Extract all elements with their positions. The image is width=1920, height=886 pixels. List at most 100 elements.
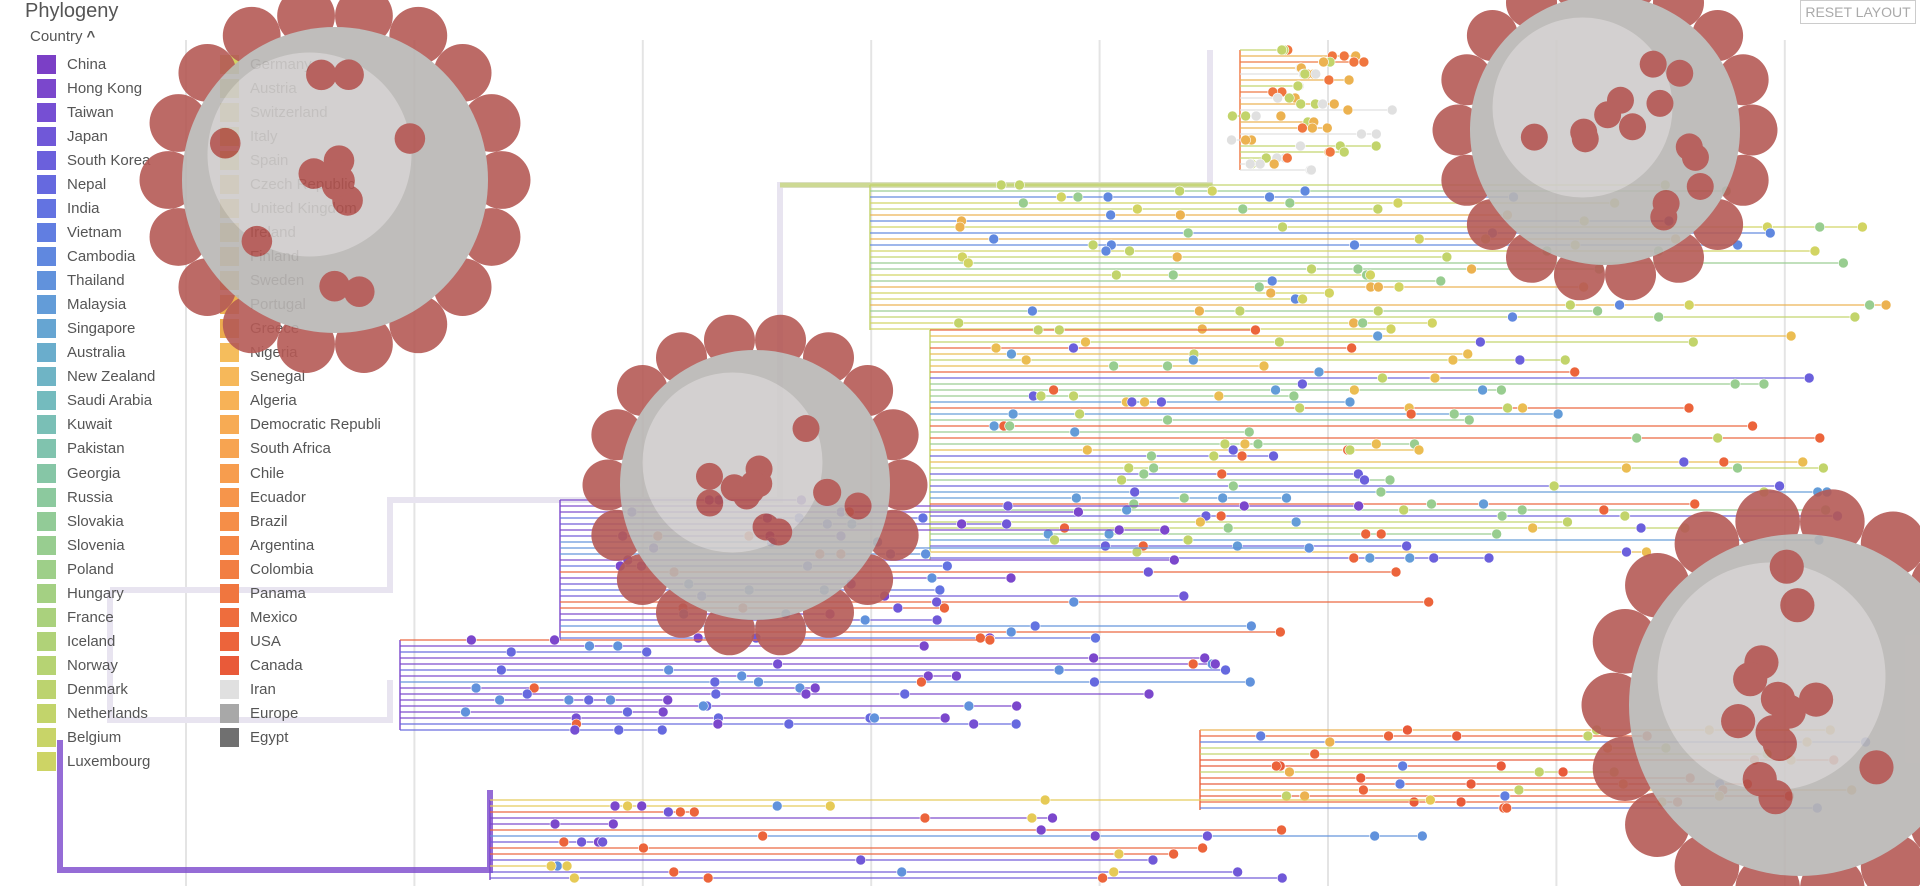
legend-item[interactable]: Spain — [220, 149, 288, 171]
legend-item[interactable]: Cambodia — [37, 245, 135, 267]
tip — [702, 872, 714, 884]
tip — [926, 572, 938, 584]
tip — [1299, 185, 1311, 197]
legend-item[interactable]: Austria — [220, 77, 297, 99]
tip — [1401, 540, 1412, 552]
legend-item[interactable]: Brazil — [220, 510, 288, 532]
legend-item[interactable]: Singapore — [37, 318, 135, 340]
legend-item[interactable]: Hong Kong — [37, 77, 142, 99]
legend-item[interactable]: Slovenia — [37, 534, 125, 556]
tip — [1026, 812, 1038, 824]
legend-item[interactable]: Greece — [220, 318, 299, 340]
legend-item[interactable]: Vietnam — [37, 221, 122, 243]
tip — [954, 221, 966, 233]
country-filter[interactable]: Country ^ — [30, 28, 95, 45]
legend-item[interactable]: Denmark — [37, 679, 128, 701]
legend-item[interactable]: South Africa — [220, 438, 331, 460]
legend-swatch — [220, 222, 239, 242]
legend-item[interactable]: Portugal — [220, 294, 306, 316]
legend-item[interactable]: Japan — [37, 125, 108, 147]
legend-item[interactable]: Thailand — [37, 270, 125, 292]
legend-item[interactable]: Netherlands — [37, 703, 148, 725]
legend-item[interactable]: Switzerland — [220, 101, 328, 123]
tip — [1501, 802, 1513, 814]
legend-item[interactable]: Chile — [220, 462, 284, 484]
legend-item[interactable]: Poland — [37, 558, 114, 580]
tip — [835, 548, 847, 560]
tip — [668, 866, 680, 878]
legend-swatch — [220, 511, 239, 531]
legend-item[interactable]: Canada — [220, 655, 303, 677]
tip — [1111, 269, 1122, 281]
legend-item[interactable]: Ecuador — [220, 486, 306, 508]
legend-item[interactable]: Ireland — [220, 221, 296, 243]
legend-item[interactable]: Egypt — [220, 727, 288, 749]
legend-item[interactable]: Mexico — [220, 606, 298, 628]
legend-item[interactable]: Europe — [220, 703, 298, 725]
legend-item[interactable]: South Korea — [37, 149, 150, 171]
tip — [1240, 110, 1251, 122]
legend-item[interactable]: Colombia — [220, 558, 313, 580]
legend-item[interactable]: Norway — [37, 655, 118, 677]
legend-item[interactable]: Senegal — [220, 366, 305, 388]
legend-item[interactable]: India — [37, 197, 100, 219]
legend-item[interactable]: Nigeria — [220, 342, 298, 364]
tip — [1232, 866, 1243, 878]
legend-item[interactable]: China — [37, 53, 106, 75]
legend-item[interactable]: Democratic Republi — [220, 414, 381, 436]
legend-item[interactable]: France — [37, 606, 114, 628]
legend-label: Panama — [250, 584, 306, 602]
legend-item[interactable]: Malaysia — [37, 294, 126, 316]
tip — [1541, 245, 1553, 257]
legend-item[interactable]: Luxembourg — [37, 751, 150, 773]
tip — [1761, 748, 1773, 760]
tip — [1268, 158, 1280, 170]
tip — [1162, 360, 1173, 372]
legend-item[interactable]: Kuwait — [37, 414, 112, 436]
legend-item[interactable]: USA — [220, 630, 281, 652]
tip — [549, 818, 561, 830]
tip — [1797, 456, 1809, 468]
tip — [1313, 366, 1325, 378]
legend-item[interactable]: Italy — [220, 125, 278, 147]
tip — [1502, 209, 1513, 221]
legend-item[interactable]: Argentina — [220, 534, 314, 556]
legend-item[interactable]: Slovakia — [37, 510, 124, 532]
legend-item[interactable]: Czech Republic — [220, 173, 355, 195]
legend-item[interactable]: Belgium — [37, 727, 121, 749]
tip — [869, 712, 880, 724]
tip — [1317, 98, 1329, 110]
tip — [822, 518, 833, 530]
legend-item[interactable]: Iceland — [37, 630, 115, 652]
tip — [1216, 468, 1228, 480]
tip — [951, 670, 962, 682]
legend-item[interactable]: Nepal — [37, 173, 106, 195]
tip — [953, 317, 965, 329]
tip — [1478, 498, 1489, 510]
panel-title: Phylogeny — [25, 0, 119, 22]
legend-item[interactable]: Finland — [220, 245, 299, 267]
legend-item[interactable]: United Kingdom — [220, 197, 357, 219]
tip — [1559, 354, 1571, 366]
tip — [1578, 281, 1589, 293]
tip — [1054, 324, 1065, 336]
legend-item[interactable]: Sweden — [220, 270, 304, 292]
tip — [1035, 824, 1047, 836]
legend-item[interactable]: Iran — [220, 679, 276, 701]
legend-item[interactable]: Panama — [220, 582, 306, 604]
legend-swatch — [220, 391, 239, 411]
legend-item[interactable]: Taiwan — [37, 101, 114, 123]
legend-item[interactable]: New Zealand — [37, 366, 155, 388]
legend-item[interactable]: Germany — [220, 53, 312, 75]
tip — [1143, 688, 1155, 700]
legend-item[interactable]: Hungary — [37, 582, 124, 604]
legend-item[interactable]: Pakistan — [37, 438, 125, 460]
legend-item[interactable]: Australia — [37, 342, 125, 364]
legend-item[interactable]: Algeria — [220, 390, 297, 412]
reset-layout-button[interactable]: RESET LAYOUT — [1800, 0, 1916, 24]
tip — [1342, 104, 1354, 116]
legend-item[interactable]: Saudi Arabia — [37, 390, 152, 412]
tip — [569, 724, 581, 736]
legend-item[interactable]: Russia — [37, 486, 113, 508]
legend-item[interactable]: Georgia — [37, 462, 120, 484]
